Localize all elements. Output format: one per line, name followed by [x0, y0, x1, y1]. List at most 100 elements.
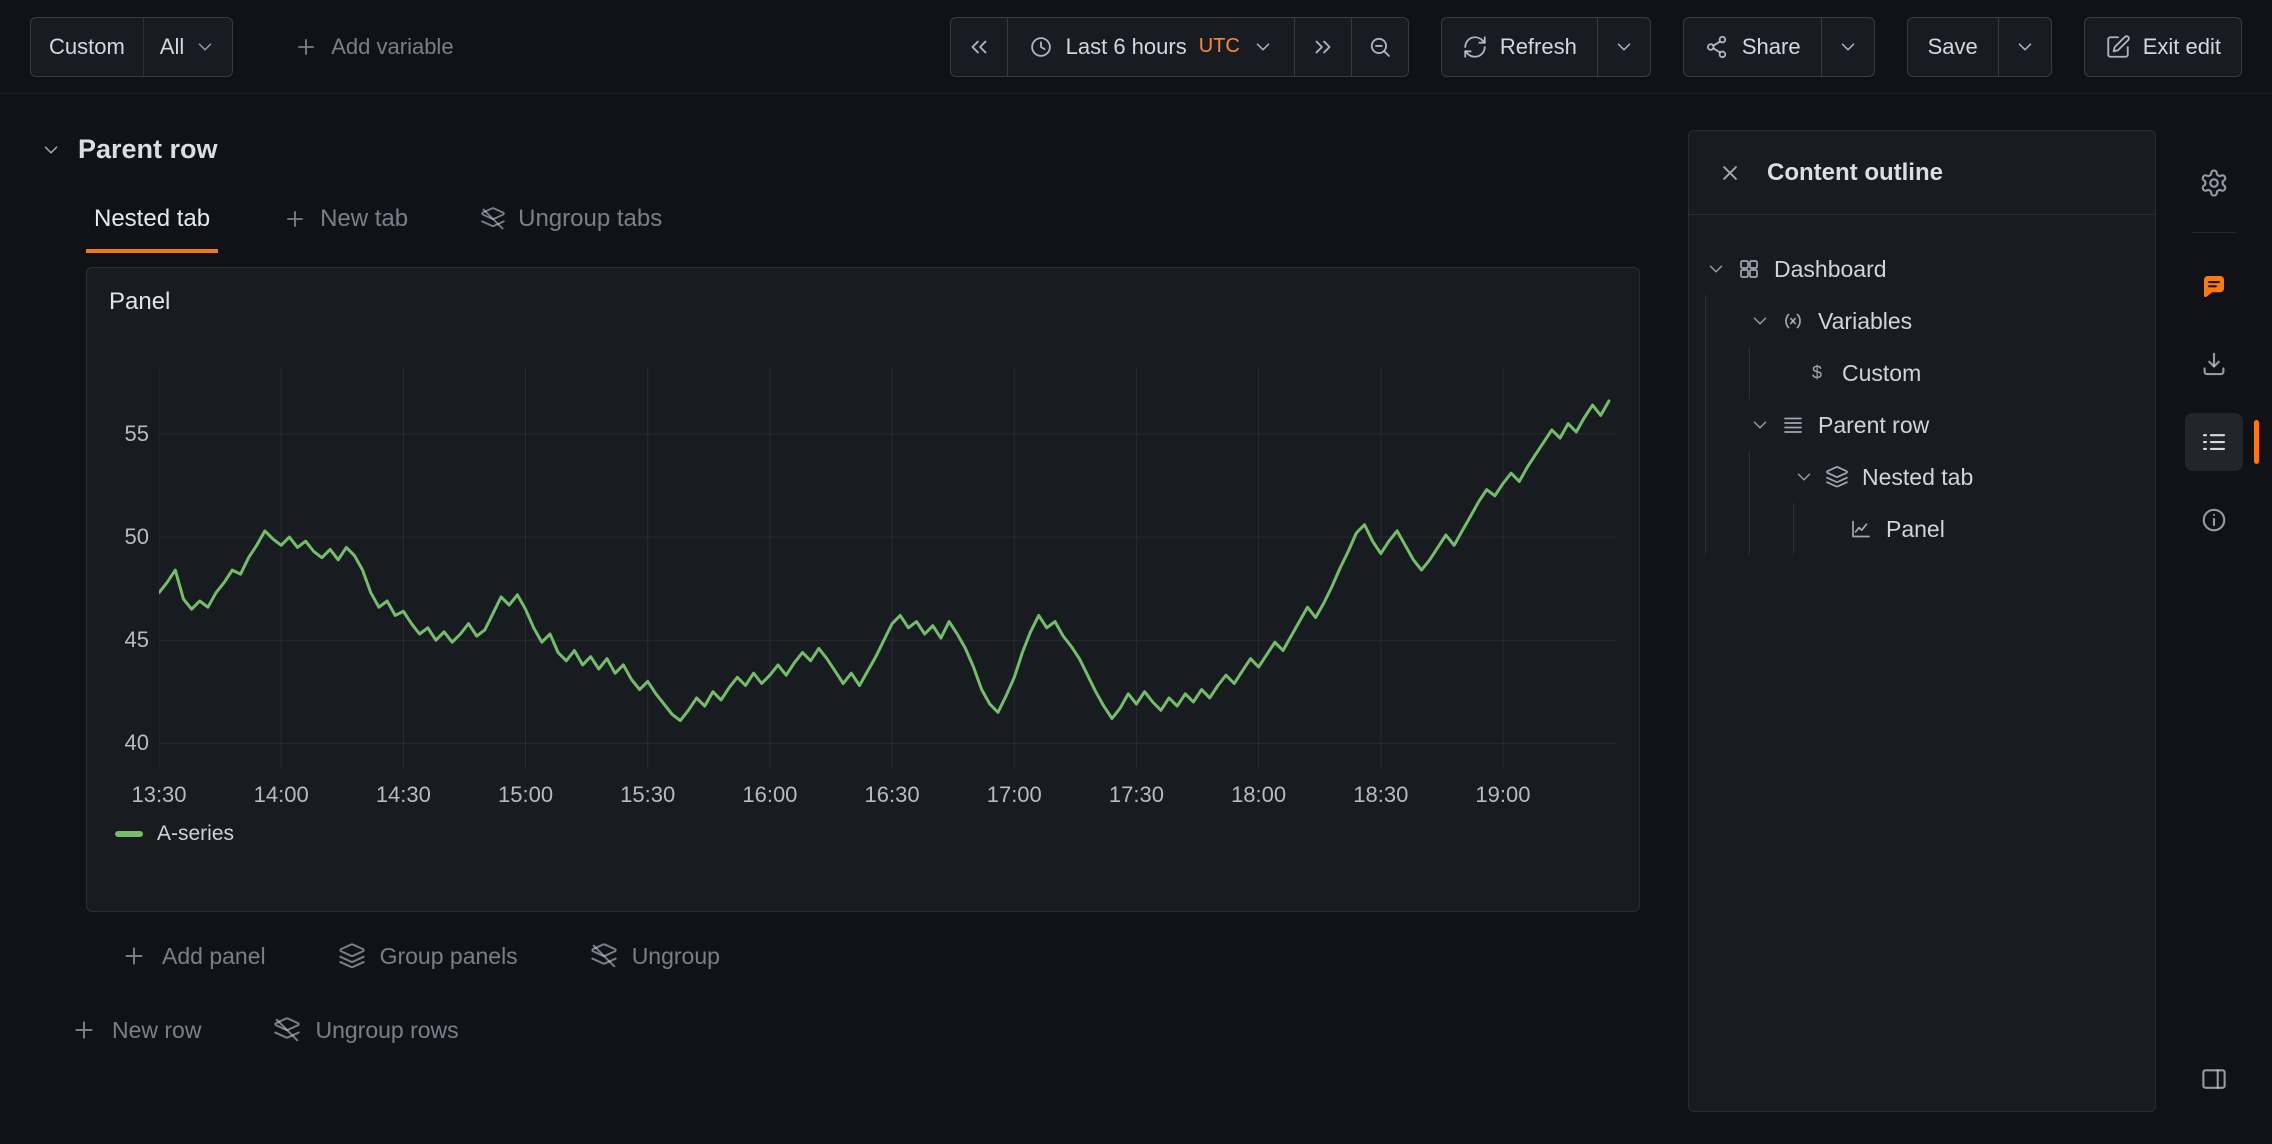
x-tick-label: 14:00	[253, 782, 309, 807]
indent-guide	[1749, 451, 1793, 503]
ungroup-rows-button[interactable]: Ungroup rows	[273, 1016, 459, 1044]
chevron-down-icon[interactable]	[1749, 414, 1771, 436]
panel-actions: Add panel Group panels Ungroup	[120, 942, 1688, 970]
panel-right-toggle-button[interactable]	[2185, 1050, 2243, 1108]
gear-button[interactable]	[2185, 154, 2243, 212]
new-tab-button[interactable]: New tab	[274, 191, 416, 253]
edit-pen-icon	[2105, 34, 2131, 60]
indent-guide	[1705, 451, 1749, 503]
chevron-down-icon	[1252, 36, 1274, 58]
list-icon	[1781, 413, 1805, 437]
chevron-down-icon[interactable]	[1705, 258, 1727, 280]
chart-plot[interactable]	[159, 368, 1617, 768]
outline-item-parent-row[interactable]: Parent row	[1705, 399, 2145, 451]
save-label: Save	[1927, 33, 1978, 59]
x-tick-label: 15:00	[498, 782, 554, 807]
outline-item-panel[interactable]: Panel	[1705, 503, 2145, 555]
share-icon	[1704, 34, 1730, 60]
search-minus-icon	[1367, 34, 1393, 60]
plus-icon	[282, 206, 308, 232]
variable-value-dropdown[interactable]: All	[142, 17, 232, 76]
ungroup-rows-label: Ungroup rows	[315, 1016, 459, 1043]
panel-right-icon	[2199, 1064, 2229, 1094]
chevron-down-icon[interactable]	[1749, 310, 1771, 332]
refresh-interval-dropdown[interactable]	[1596, 16, 1651, 77]
close-icon[interactable]	[1717, 160, 1743, 186]
y-tick-label: 45	[124, 627, 149, 653]
comment-button[interactable]	[2185, 257, 2243, 315]
chevron-down-icon[interactable]	[1793, 466, 1815, 488]
exit-edit-button[interactable]: Exit edit	[2083, 16, 2242, 77]
ungroup-tabs-button[interactable]: Ungroup tabs	[472, 191, 670, 253]
legend-item[interactable]: A-series	[115, 822, 1617, 846]
outline-item-custom[interactable]: $ Custom	[1705, 347, 2145, 399]
chevron-down-icon	[1613, 36, 1635, 58]
add-variable-label: Add variable	[331, 33, 454, 59]
plus-icon	[70, 1016, 98, 1044]
layers-slash-icon	[480, 206, 506, 232]
row-title: Parent row	[78, 134, 218, 164]
panel-title[interactable]: Panel	[109, 288, 171, 315]
group-panels-label: Group panels	[379, 942, 518, 969]
indent-guide	[1705, 503, 1749, 555]
share-label: Share	[1741, 33, 1801, 59]
chart: 40 45 50 55 13:30 14:00 14:30 15:00 15:30 16:00 1…	[109, 368, 1617, 846]
x-tick-label: 18:00	[1231, 782, 1287, 807]
brackets-x-icon	[1781, 309, 1805, 333]
x-tick-label: 14:30	[375, 782, 431, 807]
x-tick-label: 17:30	[1108, 782, 1164, 807]
time-picker-group: Last 6 hours UTC	[949, 16, 1409, 77]
time-zoom-out-button[interactable]	[1350, 16, 1409, 77]
indent-guide	[1749, 347, 1793, 399]
x-tick-label: 13:30	[131, 782, 187, 807]
x-tick-label: 18:30	[1353, 782, 1409, 807]
y-tick-label: 50	[124, 524, 149, 550]
indent-guide	[1793, 503, 1837, 555]
add-panel-button[interactable]: Add panel	[120, 942, 266, 970]
share-button[interactable]: Share	[1682, 16, 1822, 77]
download-button[interactable]	[2185, 335, 2243, 393]
layers-icon	[338, 942, 366, 970]
gear-icon	[2199, 168, 2229, 198]
time-shift-forward-button[interactable]	[1293, 16, 1352, 77]
time-shift-back-button[interactable]	[949, 16, 1008, 77]
time-range-button[interactable]: Last 6 hours UTC	[1006, 16, 1295, 77]
refresh-icon	[1462, 34, 1488, 60]
timeseries-panel: Panel 40 45 50 55 13:30 14:00 14:30 15:00 15:30…	[86, 267, 1640, 912]
tab-label: Nested tab	[94, 205, 211, 232]
y-tick-label: 55	[124, 420, 149, 446]
exit-edit-label: Exit edit	[2142, 33, 2221, 59]
dollar-icon: $	[1805, 361, 1829, 385]
clock-icon	[1028, 34, 1054, 60]
info-circle-button[interactable]	[2185, 491, 2243, 549]
chevron-down-icon[interactable]	[40, 139, 62, 161]
group-panels-button[interactable]: Group panels	[338, 942, 518, 970]
ungroup-button[interactable]: Ungroup	[590, 942, 720, 970]
variable-value: All	[159, 33, 185, 59]
content-outline-panel: Content outline Dashboard Variables $ Custo…	[1688, 130, 2156, 1112]
outline-item-variables[interactable]: Variables	[1705, 295, 2145, 347]
share-dropdown[interactable]	[1820, 16, 1875, 77]
save-button[interactable]: Save	[1906, 16, 1999, 77]
row-header-parent-row[interactable]: Parent row	[40, 134, 1688, 165]
new-row-button[interactable]: New row	[70, 1016, 201, 1044]
row-actions: New row Ungroup rows	[70, 1016, 1688, 1044]
outline-list-button[interactable]	[2185, 413, 2259, 471]
comment-icon	[2199, 271, 2229, 301]
outline-item-nested-tab[interactable]: Nested tab	[1705, 451, 2145, 503]
add-variable-button[interactable]: Add variable	[293, 33, 454, 60]
refresh-button[interactable]: Refresh	[1440, 16, 1598, 77]
y-axis-labels: 40 45 50 55	[109, 368, 159, 768]
ungroup-label: Ungroup	[631, 942, 720, 969]
new-row-label: New row	[112, 1016, 202, 1043]
content-outline-title: Content outline	[1767, 158, 1943, 186]
legend-swatch	[115, 831, 143, 837]
right-icon-strip	[2156, 94, 2272, 1144]
outline-item-label: Parent row	[1818, 411, 1930, 438]
save-dropdown[interactable]	[1997, 16, 2052, 77]
tab-nested-tab[interactable]: Nested tab	[86, 191, 219, 253]
chevron-down-icon	[1837, 36, 1859, 58]
layers-slash-icon	[273, 1016, 301, 1044]
variable-picker[interactable]: Custom All	[30, 16, 234, 77]
outline-item-dashboard[interactable]: Dashboard	[1705, 243, 2145, 295]
